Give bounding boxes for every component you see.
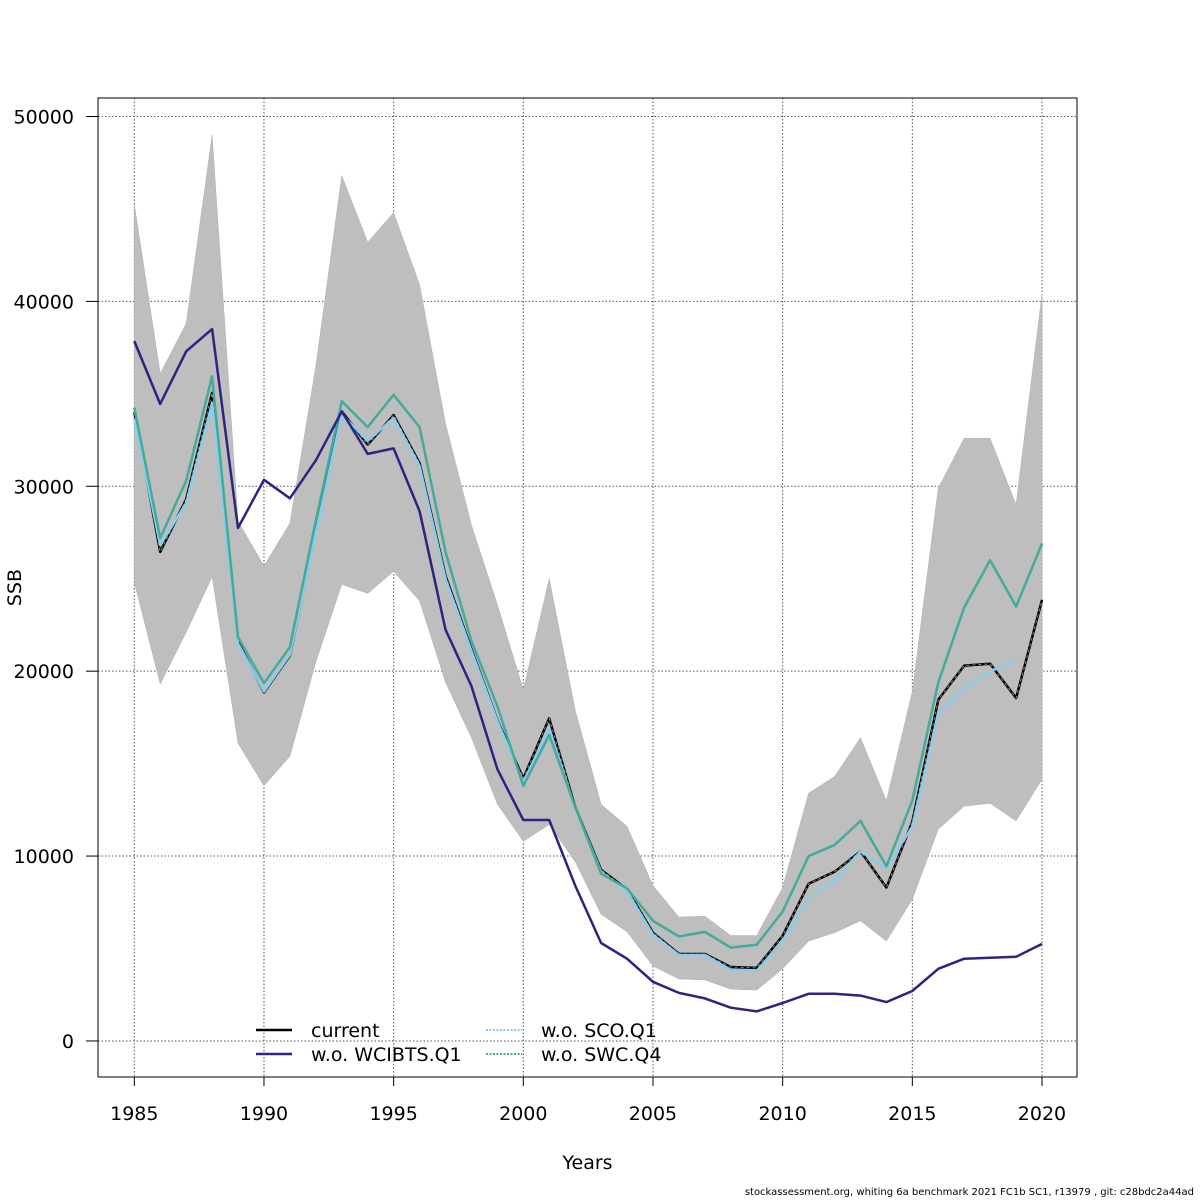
confidence-band-layer — [134, 134, 1043, 991]
x-tick-label: 1990 — [240, 1103, 288, 1125]
legend-item-w-o-sco-q1: w.o. SCO.Q1 — [486, 1020, 657, 1042]
legend-item-current: current — [256, 1020, 380, 1042]
legend: current w.o. SCO.Q1 w.o. WCIBTS.Q1 w.o. SWC… — [256, 1020, 661, 1066]
x-tick-label: 1995 — [369, 1103, 417, 1125]
x-tick-label: 2005 — [629, 1103, 677, 1125]
legend-label: w.o. SWC.Q4 — [541, 1044, 661, 1066]
x-tick-label: 2000 — [499, 1103, 547, 1125]
y-tick-label: 10000 — [14, 846, 74, 868]
series-line-w-o-swc-q4 — [133, 375, 1044, 949]
x-tick-label: 2015 — [888, 1103, 936, 1125]
y-tick-label: 50000 — [14, 106, 74, 128]
y-tick-label: 20000 — [14, 661, 74, 683]
y-tick-label: 30000 — [14, 476, 74, 498]
y-axis-title: SSB — [4, 569, 26, 606]
series-layer — [133, 327, 1044, 1013]
series-line-w-o-wcibts-q1 — [133, 327, 1043, 1013]
legend-label: w.o. WCIBTS.Q1 — [311, 1044, 462, 1066]
x-axis-title: Years — [561, 1152, 612, 1174]
legend-item-w-o-swc-q4: w.o. SWC.Q4 — [486, 1044, 661, 1066]
x-tick-label: 1985 — [110, 1103, 158, 1125]
axes: 1985 1990 1995 2000 2005 2010 2015 2020 0 10000 20… — [14, 106, 1067, 1125]
plot-frame — [97, 97, 1078, 1078]
x-tick-label: 2010 — [758, 1103, 806, 1125]
confidence-band — [134, 134, 1043, 991]
legend-item-w-o-wcibts-q1: w.o. WCIBTS.Q1 — [256, 1044, 462, 1066]
x-tick-label: 2020 — [1018, 1103, 1066, 1125]
y-tick-label: 0 — [62, 1031, 74, 1053]
footer-credit: stockassessment.org, whiting 6a benchmar… — [744, 1187, 1194, 1198]
legend-label: w.o. SCO.Q1 — [541, 1020, 657, 1042]
legend-label: current — [311, 1020, 380, 1042]
y-tick-label: 40000 — [14, 291, 74, 313]
